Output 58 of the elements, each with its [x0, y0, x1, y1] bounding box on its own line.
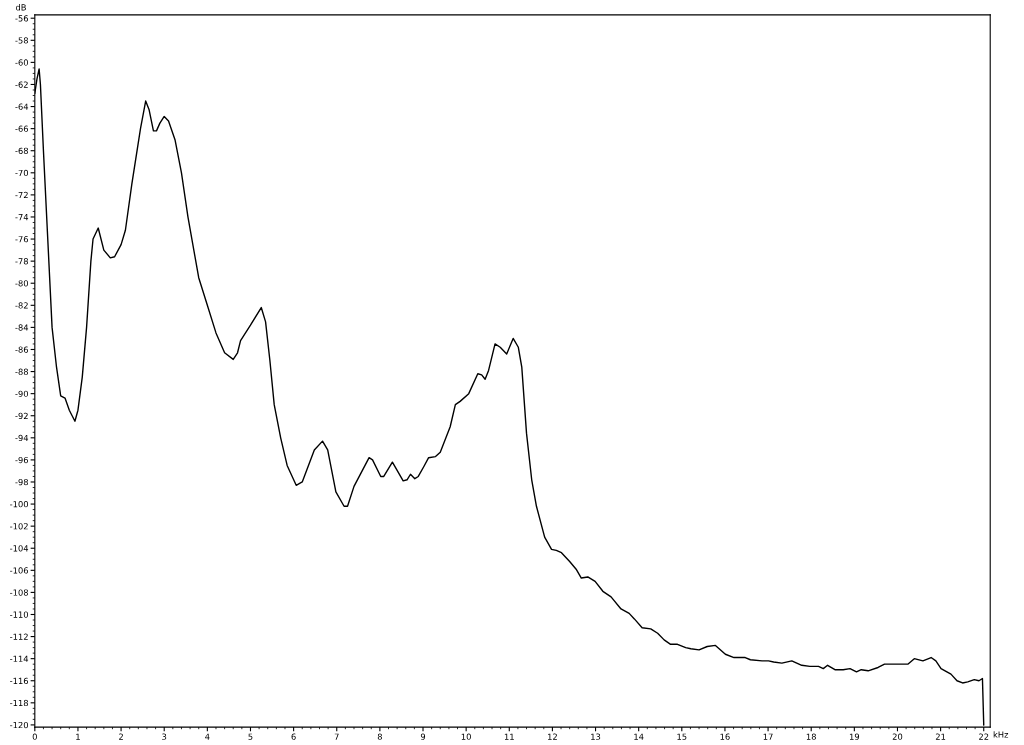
y-tick-label: -116 [10, 677, 29, 685]
x-tick-label: 11 [504, 733, 514, 740]
y-tick-label: -58 [15, 37, 28, 44]
y-tick-label: -66 [15, 125, 29, 132]
y-tick-label: -64 [15, 103, 29, 110]
y-tick-label: -86 [15, 346, 29, 353]
x-tick-label: 18 [806, 733, 816, 740]
y-tick-label: -90 [15, 390, 29, 397]
x-tick-label: 4 [205, 733, 210, 740]
y-tick-label: -84 [15, 324, 29, 331]
x-tick-label: 12 [548, 733, 557, 740]
x-axis-title: kHz [993, 731, 1009, 738]
x-tick-label: 1 [76, 733, 80, 740]
y-tick-label: -74 [15, 214, 29, 221]
x-tick-label: 19 [849, 733, 860, 740]
x-tick-label: 21 [935, 733, 946, 740]
x-tick-label: 6 [291, 733, 296, 740]
y-tick-label: -108 [10, 589, 28, 596]
x-tick-label: 13 [591, 733, 601, 740]
y-tick-label: -92 [15, 412, 28, 420]
x-tick-label: 20 [892, 733, 903, 740]
x-tick-label: 10 [461, 733, 471, 740]
y-tick-label: -70 [15, 169, 29, 177]
y-tick-label: -82 [15, 302, 28, 309]
x-tick-label: 5 [248, 733, 253, 740]
x-tick-label: 0 [32, 733, 37, 740]
x-tick-label: 14 [634, 733, 644, 740]
y-tick-label: -78 [15, 258, 28, 265]
x-tick-label: 9 [420, 733, 426, 740]
y-tick-label: -114 [10, 655, 29, 662]
y-tick-label: -68 [15, 147, 28, 154]
y-axis-title: dB [15, 4, 26, 11]
x-tick-label: 15 [677, 733, 687, 740]
y-tick-label: -112 [10, 633, 28, 640]
y-tick-label: -80 [15, 280, 29, 287]
y-tick-label: -56 [15, 15, 29, 22]
y-tick-label: -118 [10, 699, 28, 707]
y-tick-label: -96 [15, 456, 29, 464]
y-tick-label: -106 [10, 567, 29, 574]
x-tick-label: 16 [720, 733, 730, 740]
y-tick-label: -94 [15, 434, 29, 442]
y-tick-label: -110 [10, 611, 29, 618]
x-tick-label: 22 [979, 733, 989, 740]
y-tick-label: -60 [15, 59, 29, 66]
x-tick-label: 17 [763, 733, 773, 740]
y-tick-label: -62 [15, 81, 28, 88]
x-tick-label: 8 [377, 733, 382, 740]
y-tick-label: -102 [10, 523, 28, 530]
y-tick-label: -88 [15, 368, 28, 375]
y-tick-label: -76 [15, 236, 29, 243]
y-tick-label: -104 [10, 545, 29, 552]
y-tick-label: -72 [15, 191, 28, 199]
y-tick-label: -100 [10, 501, 29, 508]
y-tick-label: -120 [10, 721, 29, 729]
y-tick-label: -98 [15, 478, 28, 486]
x-tick-label: 7 [334, 733, 339, 740]
x-tick-label: 3 [162, 733, 167, 740]
x-tick-label: 2 [119, 733, 123, 740]
